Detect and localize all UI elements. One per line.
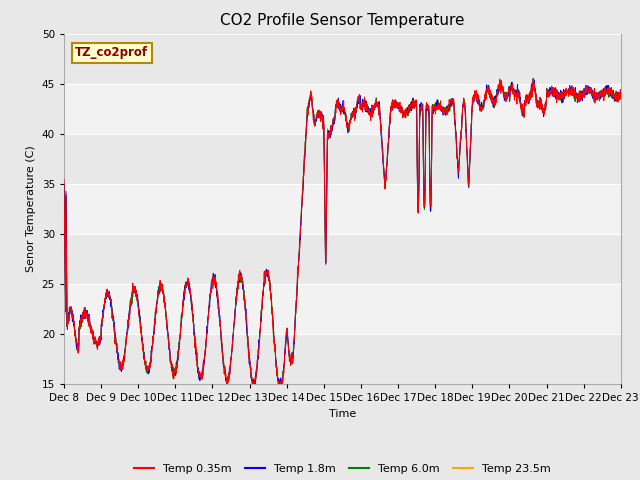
Temp 23.5m bbox=[60, 181, 68, 187]
Bar bbox=[64, 184, 621, 234]
Temp 23.5m bbox=[316, 111, 324, 117]
Temp 1.8m bbox=[499, 86, 506, 92]
Temp 1.8m bbox=[252, 381, 259, 387]
Temp 0.35m bbox=[529, 75, 537, 81]
Temp 23.5m bbox=[331, 110, 339, 116]
Bar bbox=[64, 84, 621, 134]
Temp 6.0m bbox=[601, 93, 609, 99]
Temp 0.35m bbox=[499, 84, 506, 90]
Text: TZ_co2prof: TZ_co2prof bbox=[75, 47, 148, 60]
Temp 6.0m bbox=[88, 334, 96, 339]
Temp 1.8m bbox=[60, 181, 68, 187]
Line: Temp 1.8m: Temp 1.8m bbox=[64, 80, 621, 384]
Temp 0.35m bbox=[601, 84, 609, 90]
Temp 0.35m bbox=[223, 381, 231, 387]
Temp 0.35m bbox=[602, 93, 609, 98]
Temp 23.5m bbox=[617, 91, 625, 96]
Temp 6.0m bbox=[529, 76, 537, 82]
Temp 6.0m bbox=[602, 90, 609, 96]
Temp 1.8m bbox=[617, 94, 625, 100]
Temp 6.0m bbox=[331, 114, 339, 120]
Bar bbox=[64, 334, 621, 384]
Temp 23.5m bbox=[601, 88, 609, 94]
Bar bbox=[64, 134, 621, 184]
Legend: Temp 0.35m, Temp 1.8m, Temp 6.0m, Temp 23.5m: Temp 0.35m, Temp 1.8m, Temp 6.0m, Temp 2… bbox=[130, 460, 555, 479]
Line: Temp 6.0m: Temp 6.0m bbox=[64, 79, 621, 384]
Temp 1.8m bbox=[530, 77, 538, 83]
Temp 23.5m bbox=[250, 381, 257, 387]
Bar bbox=[64, 34, 621, 84]
Temp 1.8m bbox=[602, 86, 609, 92]
Temp 0.35m bbox=[331, 116, 339, 121]
Bar bbox=[64, 234, 621, 284]
Temp 0.35m bbox=[316, 112, 324, 118]
Temp 23.5m bbox=[88, 331, 96, 336]
Title: CO2 Profile Sensor Temperature: CO2 Profile Sensor Temperature bbox=[220, 13, 465, 28]
X-axis label: Time: Time bbox=[329, 408, 356, 419]
Temp 0.35m bbox=[617, 87, 625, 93]
Temp 6.0m bbox=[316, 113, 324, 119]
Temp 1.8m bbox=[331, 112, 339, 118]
Temp 23.5m bbox=[499, 86, 506, 92]
Temp 23.5m bbox=[602, 88, 609, 94]
Temp 6.0m bbox=[223, 381, 231, 387]
Temp 1.8m bbox=[88, 329, 96, 335]
Line: Temp 0.35m: Temp 0.35m bbox=[64, 78, 621, 384]
Temp 6.0m bbox=[60, 181, 68, 187]
Line: Temp 23.5m: Temp 23.5m bbox=[64, 84, 621, 384]
Temp 1.8m bbox=[601, 86, 609, 92]
Temp 1.8m bbox=[316, 113, 324, 119]
Bar bbox=[64, 284, 621, 334]
Temp 6.0m bbox=[499, 86, 506, 92]
Temp 0.35m bbox=[88, 327, 96, 333]
Temp 23.5m bbox=[529, 81, 537, 87]
Temp 6.0m bbox=[617, 92, 625, 97]
Y-axis label: Senor Temperature (C): Senor Temperature (C) bbox=[26, 145, 36, 272]
Temp 0.35m bbox=[60, 177, 68, 182]
